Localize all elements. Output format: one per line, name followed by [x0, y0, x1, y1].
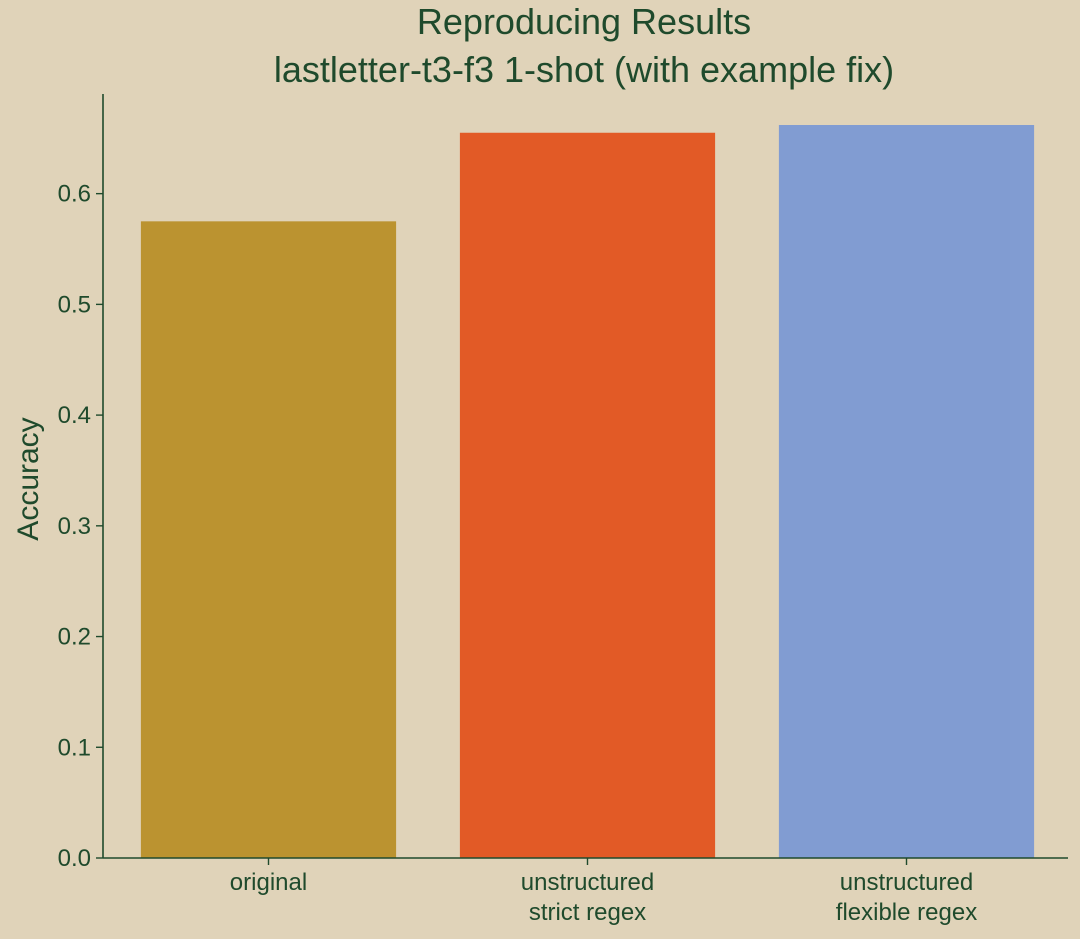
bar-1: [459, 132, 716, 859]
y-axis: 0.0 0.1 0.2 0.3 0.4 0.5 0.6: [58, 94, 104, 872]
x-tick-label-line: unstructured: [521, 869, 654, 896]
chart-subtitle: lastletter-t3-f3 1-shot (with example fi…: [274, 49, 894, 90]
x-tick-label-1: unstructured strict regex: [521, 869, 654, 926]
y-tick-label: 0.6: [58, 181, 91, 208]
y-tick-label: 0.5: [58, 291, 91, 318]
bar-2: [778, 125, 1035, 858]
y-tick-label: 0.4: [58, 402, 91, 429]
x-tick-label-line: flexible regex: [836, 899, 977, 926]
bar-0: [140, 221, 397, 859]
chart-title: Reproducing Results: [417, 1, 751, 42]
x-tick-label-line: original: [230, 869, 307, 896]
x-tick-label-2: unstructured flexible regex: [836, 869, 977, 926]
y-tick-label: 0.0: [58, 845, 91, 872]
y-tick-label: 0.2: [58, 624, 91, 651]
x-tick-label-0: original: [230, 869, 307, 896]
x-axis: original unstructured strict regexunstruct…: [103, 857, 1068, 926]
bars-layer: [140, 125, 1035, 859]
y-tick-label: 0.1: [58, 734, 91, 761]
x-tick-label-line: strict regex: [529, 899, 646, 926]
y-tick-label: 0.3: [58, 513, 91, 540]
x-tick-label-line: unstructured: [840, 869, 973, 896]
y-axis-label: Accuracy: [12, 417, 45, 540]
